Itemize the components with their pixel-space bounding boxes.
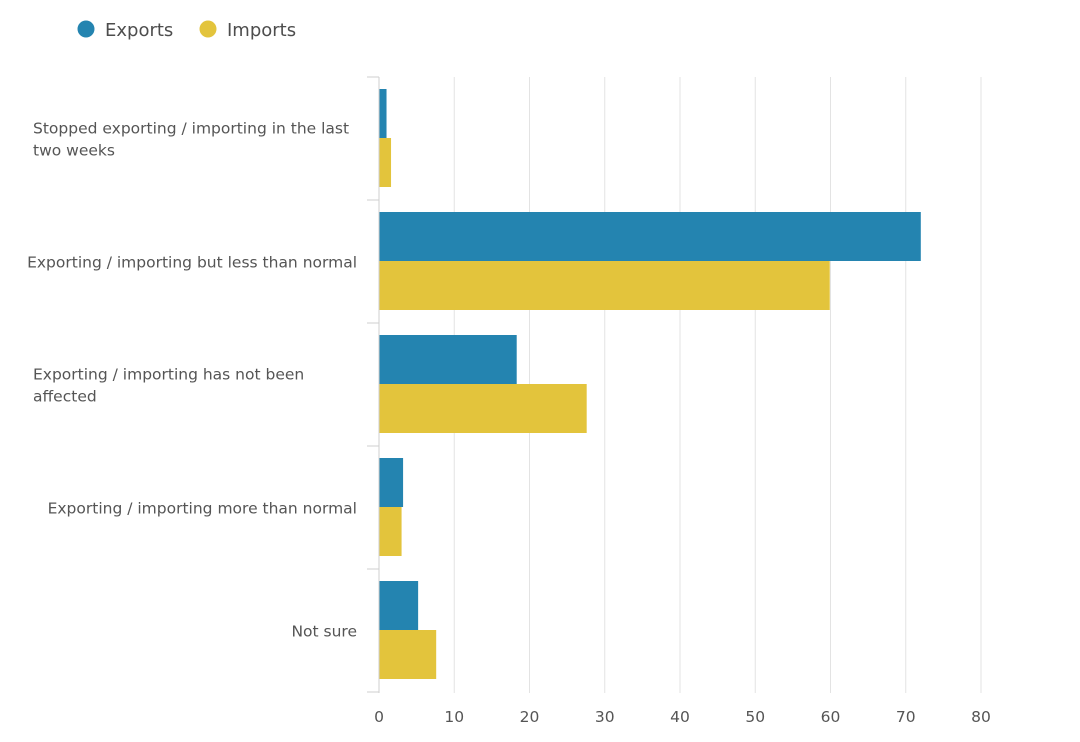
x-tick-label: 10 — [444, 708, 464, 726]
axes: 0 10 20 30 40 50 60 70 80 — [367, 76, 991, 726]
category-label-line: Exporting / importing has not been — [33, 366, 304, 384]
category-label-line: affected — [33, 388, 97, 406]
category-label: Not sure — [291, 623, 357, 641]
grid — [453, 77, 982, 693]
legend-label-exports: Exports — [105, 20, 173, 41]
bar-exports-0 — [379, 89, 387, 138]
bar-imports-0 — [379, 138, 392, 187]
legend-marker-imports — [199, 20, 217, 38]
category-labels: Stopped exporting / importing in the las… — [27, 120, 357, 641]
bar-imports-2 — [379, 384, 587, 433]
x-tick-label: 80 — [971, 708, 991, 726]
x-tick-label: 60 — [821, 708, 841, 726]
bars — [379, 89, 921, 679]
x-tick-label: 70 — [896, 708, 916, 726]
bar-exports-4 — [379, 581, 419, 630]
legend-marker-exports — [77, 20, 95, 38]
x-tick-label: 30 — [595, 708, 615, 726]
category-label: Exporting / importing but less than norm… — [27, 254, 357, 272]
category-label: Exporting / importing more than normal — [48, 500, 357, 518]
bar-imports-1 — [379, 261, 830, 310]
bar-exports-1 — [379, 212, 921, 261]
legend-label-imports: Imports — [227, 20, 296, 41]
bar-exports-3 — [379, 458, 404, 507]
category-label-line: Stopped exporting / importing in the las… — [33, 120, 349, 138]
bar-imports-3 — [379, 507, 402, 556]
x-tick-label: 50 — [745, 708, 765, 726]
legend: Exports Imports — [77, 20, 296, 41]
category-label-line: two weeks — [33, 142, 115, 160]
x-tick-label: 20 — [520, 708, 540, 726]
bar-imports-4 — [379, 630, 437, 679]
x-tick-label: 40 — [670, 708, 690, 726]
bar-exports-2 — [379, 335, 517, 384]
x-tick-label: 0 — [374, 708, 384, 726]
